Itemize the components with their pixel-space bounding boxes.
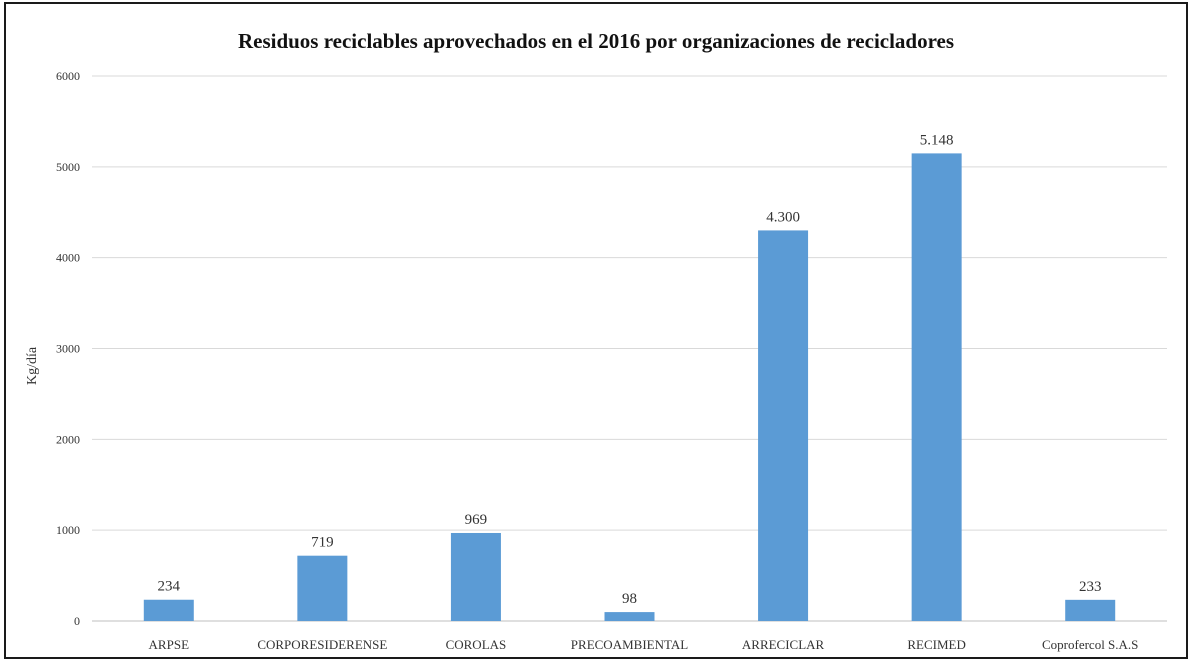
category-label: ARRECICLAR	[742, 637, 825, 652]
category-label: Coprofercol S.A.S	[1042, 637, 1138, 652]
bar	[758, 230, 809, 621]
bars	[143, 153, 1116, 621]
data-label: 719	[311, 535, 334, 551]
x-axis-categories: ARPSE CORPORESIDERENSE COROLAS PRECOAMBIENT…	[149, 637, 1139, 652]
y-tick-label: 3000	[56, 342, 80, 356]
bar	[604, 612, 655, 621]
data-label: 5.148	[920, 132, 954, 148]
bar	[450, 532, 501, 621]
category-label: RECIMED	[907, 637, 966, 652]
chart-frame	[4, 2, 1188, 659]
data-labels: 234 719 969 98 4.300 5.148 233	[158, 132, 1102, 607]
y-tick-label: 0	[74, 614, 80, 628]
category-label: ARPSE	[149, 637, 190, 652]
chart-title: Residuos reciclables aprovechados en el …	[238, 29, 954, 53]
y-axis-ticks: 0 1000 2000 3000 4000 5000 6000	[56, 69, 80, 628]
data-label: 234	[158, 579, 181, 595]
category-label: CORPORESIDERENSE	[257, 637, 387, 652]
data-label: 98	[622, 591, 637, 607]
bar	[911, 153, 962, 621]
bar	[1065, 599, 1116, 621]
category-label: PRECOAMBIENTAL	[571, 637, 688, 652]
data-label: 4.300	[766, 209, 800, 225]
y-tick-label: 5000	[56, 160, 80, 174]
y-tick-label: 4000	[56, 251, 80, 265]
data-label: 233	[1079, 579, 1102, 595]
y-tick-label: 2000	[56, 432, 80, 446]
gridlines	[92, 75, 1167, 622]
data-label: 969	[465, 512, 488, 528]
y-axis-label: Kg/día	[25, 346, 40, 385]
y-tick-label: 1000	[56, 523, 80, 537]
y-tick-label: 6000	[56, 69, 80, 83]
category-label: COROLAS	[446, 637, 507, 652]
bar	[143, 599, 194, 621]
bar	[297, 555, 348, 621]
